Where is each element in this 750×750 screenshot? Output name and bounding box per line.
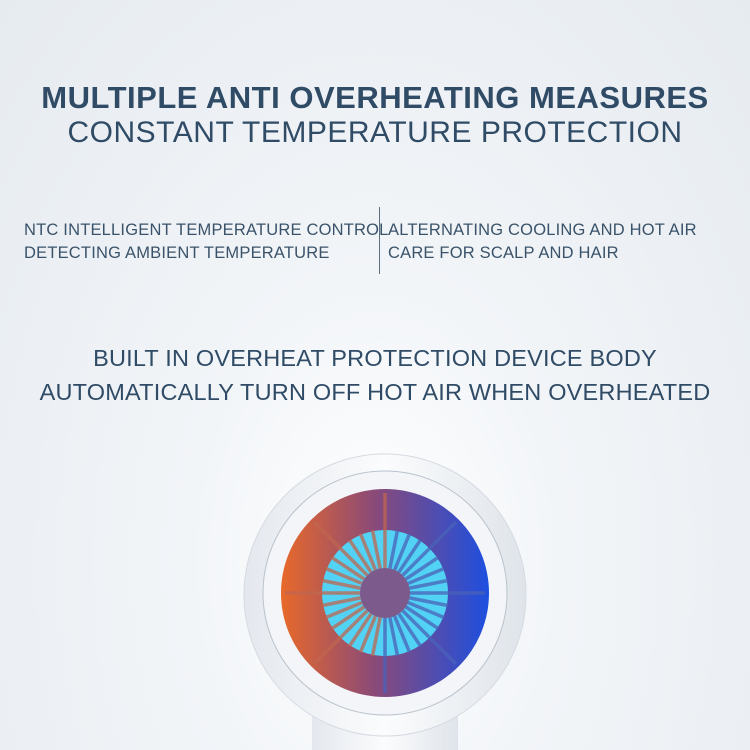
headline-subtitle: CONSTANT TEMPERATURE PROTECTION <box>67 116 683 149</box>
fan-spoke <box>388 529 400 569</box>
protection-line2: AUTOMATICALLY TURN OFF HOT AIR WHEN OVER… <box>39 379 711 405</box>
fan-spoke <box>313 521 369 577</box>
fan-spoke <box>409 578 449 590</box>
fan-spoke <box>401 521 457 577</box>
protection-line1: BUILT IN OVERHEAT PROTECTION DEVICE BODY <box>93 345 657 371</box>
fan-spoke <box>397 538 423 574</box>
feature-alternating-line1: ALTERNATING COOLING AND HOT AIR <box>388 221 697 239</box>
fan-spoke <box>370 617 382 657</box>
fan-spoke <box>409 596 449 608</box>
fan-hub <box>360 568 410 618</box>
fan-spoke <box>330 555 366 581</box>
fan-spokes <box>285 493 485 693</box>
fan-spoke <box>321 578 361 590</box>
feature-alternating-line2: CARE FOR SCALP AND HAIR <box>388 244 619 262</box>
feature-ntc: NTC INTELLIGENT TEMPERATURE CONTROL DETE… <box>24 219 389 265</box>
fan-spoke <box>404 555 440 581</box>
feature-alternating: ALTERNATING COOLING AND HOT AIR CARE FOR… <box>388 219 697 265</box>
fan-spoke <box>407 566 445 586</box>
fan-spoke <box>358 533 378 571</box>
fan-spoke <box>407 600 445 620</box>
fan-spoke <box>325 566 363 586</box>
fan-spoke <box>392 615 412 653</box>
fan-spoke <box>325 600 363 620</box>
fan-spoke <box>397 612 423 648</box>
fan-spoke <box>370 529 382 569</box>
fan-spoke <box>401 609 457 665</box>
feature-ntc-line1: NTC INTELLIGENT TEMPERATURE CONTROL <box>24 221 389 239</box>
fan-spoke <box>313 609 369 665</box>
fan-spoke <box>321 596 361 608</box>
feature-divider <box>379 207 380 274</box>
feature-ntc-line2: DETECTING AMBIENT TEMPERATURE <box>24 244 330 262</box>
headline-title: MULTIPLE ANTI OVERHEATING MEASURES <box>41 80 709 115</box>
fan-spoke <box>404 605 440 631</box>
fan-spoke <box>347 612 373 648</box>
fan-spoke <box>358 615 378 653</box>
fan-spoke <box>347 538 373 574</box>
fan-spoke <box>388 617 400 657</box>
fan-spoke <box>392 533 412 571</box>
fan-spoke <box>330 605 366 631</box>
